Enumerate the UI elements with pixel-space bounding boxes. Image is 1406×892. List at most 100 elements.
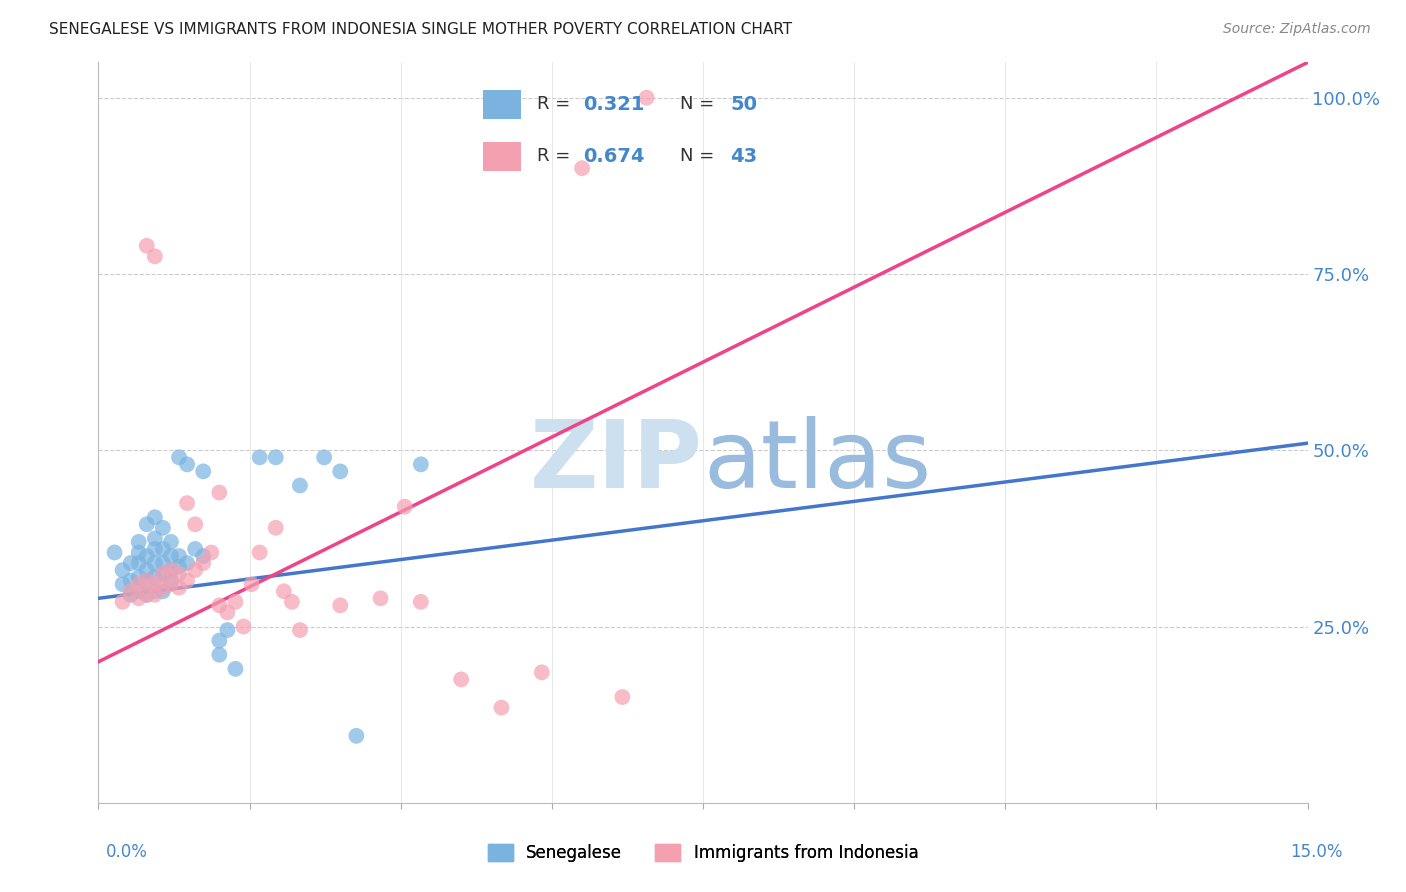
Point: [329, 599, 352, 613]
Point: [135, 588, 157, 602]
Point: [612, 690, 634, 704]
Point: [111, 595, 134, 609]
Point: [135, 563, 157, 577]
Legend: Senegalese, Immigrants from Indonesia: Senegalese, Immigrants from Indonesia: [481, 837, 925, 869]
Point: [571, 161, 593, 176]
Point: [167, 559, 190, 574]
Point: [184, 563, 207, 577]
Point: [128, 570, 150, 584]
Point: [128, 556, 150, 570]
Point: [208, 485, 231, 500]
Point: [176, 458, 198, 472]
Point: [370, 591, 392, 606]
Point: [409, 595, 432, 609]
Point: [152, 566, 174, 581]
Point: [128, 545, 150, 559]
Point: [135, 574, 157, 588]
Point: [135, 239, 157, 253]
Point: [176, 556, 198, 570]
Point: [264, 450, 287, 465]
Point: [152, 584, 174, 599]
Point: [530, 665, 553, 680]
Point: [143, 588, 166, 602]
Point: [152, 541, 174, 556]
Point: [193, 549, 215, 563]
Point: [208, 599, 231, 613]
Point: [143, 510, 166, 524]
Point: [167, 549, 190, 563]
Point: [135, 574, 157, 588]
Point: [143, 570, 166, 584]
Point: [240, 577, 263, 591]
Point: [344, 729, 367, 743]
Point: [224, 662, 246, 676]
Text: Source: ZipAtlas.com: Source: ZipAtlas.com: [1223, 22, 1371, 37]
Point: [103, 545, 125, 559]
Point: [217, 606, 239, 620]
Text: 15.0%: 15.0%: [1291, 843, 1343, 861]
Point: [152, 566, 174, 581]
Point: [120, 588, 142, 602]
Point: [128, 577, 150, 591]
Point: [314, 450, 336, 465]
Point: [160, 563, 183, 577]
Point: [160, 535, 183, 549]
Point: [232, 619, 254, 633]
Point: [394, 500, 416, 514]
Point: [160, 563, 183, 577]
Point: [208, 648, 231, 662]
Point: [208, 633, 231, 648]
Point: [128, 584, 150, 599]
Point: [450, 673, 472, 687]
Point: [281, 595, 304, 609]
Point: [120, 556, 142, 570]
Point: [184, 517, 207, 532]
Point: [143, 577, 166, 591]
Point: [152, 556, 174, 570]
Point: [143, 249, 166, 263]
Text: atlas: atlas: [703, 417, 931, 508]
Point: [160, 574, 183, 588]
Point: [249, 450, 271, 465]
Text: SENEGALESE VS IMMIGRANTS FROM INDONESIA SINGLE MOTHER POVERTY CORRELATION CHART: SENEGALESE VS IMMIGRANTS FROM INDONESIA …: [49, 22, 793, 37]
Point: [224, 595, 246, 609]
Point: [167, 450, 190, 465]
Point: [167, 581, 190, 595]
Point: [193, 556, 215, 570]
Point: [273, 584, 295, 599]
Point: [288, 623, 311, 637]
Point: [135, 588, 157, 602]
Point: [636, 91, 658, 105]
Point: [143, 584, 166, 599]
Point: [193, 464, 215, 478]
Text: 0.0%: 0.0%: [105, 843, 148, 861]
Point: [167, 566, 190, 581]
Point: [217, 623, 239, 637]
Point: [184, 541, 207, 556]
Point: [128, 535, 150, 549]
Point: [288, 478, 311, 492]
Point: [143, 556, 166, 570]
Point: [128, 591, 150, 606]
Point: [329, 464, 352, 478]
Point: [135, 517, 157, 532]
Point: [200, 545, 222, 559]
Point: [143, 541, 166, 556]
Point: [409, 458, 432, 472]
Point: [176, 496, 198, 510]
Point: [491, 700, 513, 714]
Point: [160, 577, 183, 591]
Point: [120, 584, 142, 599]
Point: [176, 574, 198, 588]
Point: [120, 574, 142, 588]
Point: [111, 577, 134, 591]
Point: [152, 581, 174, 595]
Point: [135, 549, 157, 563]
Point: [264, 521, 287, 535]
Text: ZIP: ZIP: [530, 417, 703, 508]
Point: [143, 532, 166, 546]
Point: [249, 545, 271, 559]
Point: [160, 549, 183, 563]
Point: [111, 563, 134, 577]
Point: [152, 521, 174, 535]
